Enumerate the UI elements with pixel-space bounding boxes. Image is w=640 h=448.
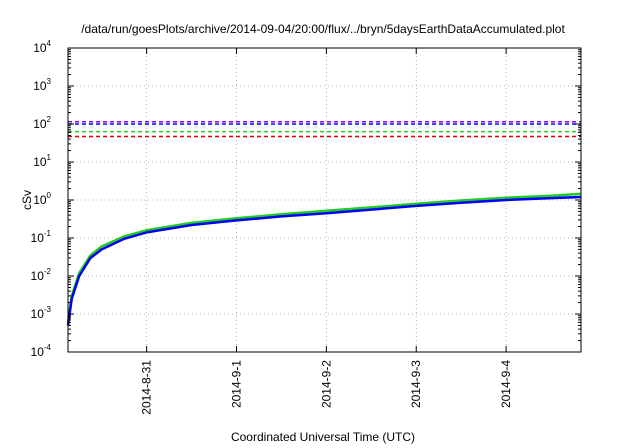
y-tick-label: 102 xyxy=(33,115,51,131)
y-axis-label: cSv xyxy=(20,190,34,210)
x-axis-label: Coordinated Universal Time (UTC) xyxy=(231,430,415,444)
y-tick-label: 10-2 xyxy=(31,267,52,283)
y-tick-label: 10-1 xyxy=(31,229,52,245)
y-axis-ticks: 10-4 10-3 10-2 10-1 100 101 102 103 104 xyxy=(31,39,581,359)
chart-title: /data/run/goesPlots/archive/2014-09-04/2… xyxy=(81,22,565,36)
x-tick-label: 2014-9-4 xyxy=(499,360,513,408)
y-tick-label: 10-3 xyxy=(31,305,52,321)
y-tick-label: 10-4 xyxy=(31,343,52,359)
y-tick-label: 104 xyxy=(33,39,51,55)
grid-lines xyxy=(68,48,581,352)
x-tick-label: 2014-8-31 xyxy=(140,360,154,415)
y-tick-label: 101 xyxy=(33,153,51,169)
y-tick-label: 103 xyxy=(33,77,51,93)
series-line xyxy=(66,192,582,323)
x-tick-label: 2014-9-2 xyxy=(319,360,333,408)
x-tick-label: 2014-9-1 xyxy=(230,360,244,408)
series-line xyxy=(66,195,582,326)
x-tick-label: 2014-9-3 xyxy=(409,360,423,408)
x-axis-ticks: 2014-8-31 2014-9-1 2014-9-2 2014-9-3 2014-9-… xyxy=(140,48,513,415)
reference-lines xyxy=(68,120,581,138)
y-tick-label: 100 xyxy=(33,191,51,207)
data-series xyxy=(66,192,582,326)
